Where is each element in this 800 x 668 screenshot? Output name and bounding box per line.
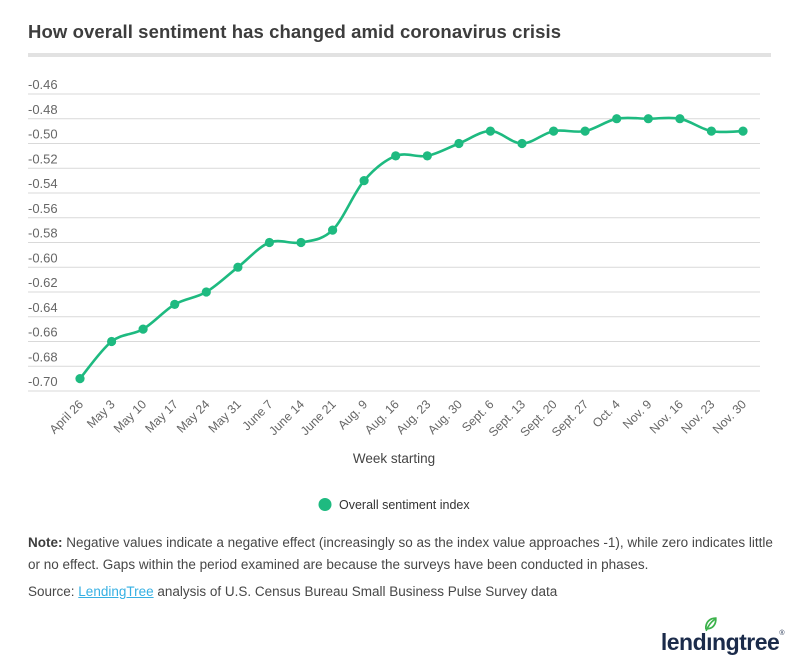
x-tick-label: June 21 (298, 397, 339, 438)
lendingtree-link[interactable]: LendingTree (78, 584, 154, 599)
y-tick-label: -0.70 (28, 374, 58, 389)
data-point (580, 126, 590, 136)
legend-marker (318, 498, 332, 511)
data-point (138, 324, 148, 334)
y-tick-label: -0.68 (28, 349, 58, 364)
series-line (78, 116, 745, 380)
data-point (549, 126, 559, 136)
x-tick-label: May 17 (142, 397, 181, 436)
y-tick-label: -0.56 (28, 201, 58, 216)
sentiment-line-chart: -0.46 -0.48 -0.50 -0.52 -0.54 -0.56 -0.58 -0.60… (28, 77, 760, 512)
lendingtree-logo: lend ıngtree® (660, 617, 784, 656)
x-tick-label: April 26 (47, 397, 86, 436)
source-prefix: Source: (28, 584, 75, 599)
x-tick-label: Nov. 30 (710, 397, 749, 436)
data-point (75, 374, 85, 384)
data-point (454, 138, 464, 149)
source-suffix: analysis of U.S. Census Bureau Small Bus… (157, 584, 558, 599)
note-label: Note: (28, 535, 63, 550)
logo-text-lead: lend (660, 629, 707, 655)
leaf-icon (705, 617, 717, 632)
x-tick-label: May 31 (206, 397, 245, 436)
data-point (391, 151, 401, 161)
y-tick-label: -0.62 (28, 275, 58, 290)
x-tick-label: Nov. 16 (647, 397, 686, 436)
data-point (706, 126, 717, 136)
y-tick-label: -0.48 (28, 102, 58, 117)
logo-text-i: ı (706, 629, 713, 655)
data-point (264, 237, 274, 248)
registered-mark: ® (779, 630, 784, 637)
x-tick-label: Aug. 23 (394, 397, 434, 437)
logo-text-tail: ngtree (712, 629, 780, 655)
data-point (328, 225, 338, 235)
legend-label: Overall sentiment index (339, 498, 470, 512)
data-point (422, 151, 432, 161)
data-point (612, 114, 622, 124)
y-tick-label: -0.60 (28, 250, 58, 265)
title-divider (28, 53, 771, 57)
data-point (738, 126, 748, 136)
data-point (296, 237, 306, 248)
data-point (107, 336, 117, 347)
y-tick-label: -0.50 (28, 127, 58, 142)
x-tick-label: May 24 (174, 397, 213, 436)
y-tick-label: -0.66 (28, 325, 58, 340)
data-point (517, 138, 527, 149)
data-point (675, 114, 685, 124)
data-point (170, 299, 180, 309)
x-axis-title: Week starting (353, 451, 435, 466)
source-line: Source: LendingTree analysis of U.S. Cen… (28, 584, 557, 599)
page-title: How overall sentiment has changed amid c… (28, 21, 562, 42)
x-tick-label: May 10 (111, 397, 150, 436)
y-tick-label: -0.58 (28, 226, 58, 241)
data-point (359, 176, 369, 186)
note-text-block: Note: Negative values indicate a negativ… (28, 532, 780, 575)
data-point (643, 114, 653, 124)
note-text: Negative values indicate a negative effe… (28, 535, 773, 572)
y-tick-label: -0.64 (28, 300, 58, 315)
data-point (485, 126, 495, 136)
x-tick-label: Aug. 30 (425, 397, 465, 437)
x-tick-label: Oct. 4 (590, 397, 623, 430)
y-tick-label: -0.54 (28, 176, 58, 191)
data-point (201, 287, 211, 297)
data-point (233, 262, 243, 272)
y-tick-label: -0.52 (28, 151, 58, 166)
x-tick-label: Aug. 16 (362, 397, 402, 437)
y-tick-label: -0.46 (28, 77, 58, 92)
x-tick-label: Nov. 23 (678, 397, 717, 436)
